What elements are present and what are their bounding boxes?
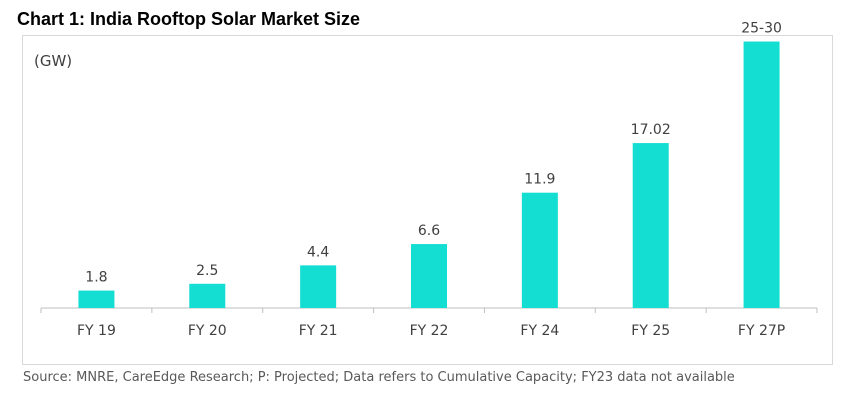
bar-fy-25 [632, 143, 669, 308]
bar-fy-22 [411, 244, 447, 308]
data-label: 1.8 [85, 270, 107, 286]
bar-fy-27p [743, 41, 780, 308]
bar-fy-19 [78, 290, 115, 308]
source-note: Source: MNRE, CareEdge Research; P: Proj… [23, 370, 735, 385]
x-tick-label: FY 19 [77, 323, 116, 339]
data-label: 2.5 [196, 263, 218, 279]
x-tick-label: FY 20 [188, 323, 227, 339]
chart-title: Chart 1: India Rooftop Solar Market Size [17, 9, 361, 29]
x-tick-label: FY 24 [520, 323, 559, 339]
data-label: 11.9 [524, 172, 555, 188]
x-tick-label: FY 25 [631, 323, 670, 339]
bar-fy-21 [300, 265, 337, 308]
unit-label: (GW) [34, 52, 72, 70]
x-tick-labels: FY 19 FY 20 FY 21 FY 22 FY 24 FY 25 FY 27P [77, 323, 785, 339]
bar-fy-24 [521, 192, 558, 308]
data-labels: 1.8 2.5 4.4 6.6 11.9 17.02 25-30 [85, 21, 782, 286]
x-axis [40, 307, 818, 313]
x-tick-label: FY 22 [410, 323, 449, 339]
bar-fy-20 [189, 283, 226, 308]
data-label: 6.6 [418, 223, 440, 239]
x-tick-label: FY 21 [299, 323, 338, 339]
data-label: 25-30 [741, 21, 782, 37]
chart-frame [22, 35, 833, 365]
bars [78, 41, 780, 308]
data-label: 4.4 [307, 244, 329, 260]
x-tick-label: FY 27P [738, 323, 785, 339]
data-label: 17.02 [631, 122, 671, 138]
